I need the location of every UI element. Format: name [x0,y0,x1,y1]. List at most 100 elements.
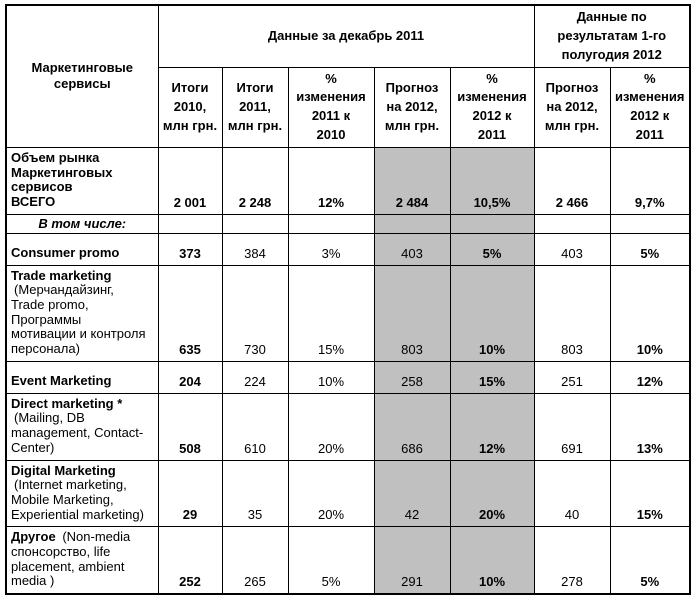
value-cell: 224 [221,360,289,394]
value-cell: 730 [221,264,289,362]
marketing-services-table: Маркетинговые сервисы Данные за декабрь … [5,4,691,595]
col-header-change-2012-2011-h1-text: % изменения 2012 к 2011 [615,70,685,143]
col-header-change-2011-2010: % изменения 2011 к 2010 [287,66,375,148]
value-cell: 42 [373,459,451,528]
value-cell: 204 [157,360,223,394]
row-digital-marketing-desc: (Internet marketing, Mobile Marketing, E… [11,477,144,522]
col-header-results-2011-text: Итоги 2011, млн грн. [227,79,283,133]
services-column-header: Маркетинговые сервисы [5,4,159,148]
empty-cell [449,213,535,234]
row-other-name: Другое [11,529,56,545]
col-header-results-2011: Итоги 2011, млн грн. [221,66,289,148]
row-digital-marketing-name: Digital Marketing [11,462,116,478]
value-cell: 3% [287,232,375,266]
value-cell: 10% [287,360,375,394]
row-consumer-promo-name: Consumer promo [11,244,120,260]
row-direct-marketing: Direct marketing * (Mailing, DB manageme… [5,392,691,461]
col-header-change-2012-2011-dec-text: % изменения 2012 к 2011 [457,70,527,143]
col-header-forecast-2012-h1: Прогноз на 2012, млн грн. [533,66,611,148]
row-direct-marketing-name: Direct marketing * [11,395,123,411]
row-label: Trade marketing (Мерчандайзинг, Trade pr… [5,264,159,362]
value-cell: 384 [221,232,289,266]
value-cell: 12% [609,360,691,394]
value-cell: 20% [287,392,375,461]
value-cell: 635 [157,264,223,362]
value-cell: 10% [609,264,691,362]
value-cell: 40 [533,459,611,528]
empty-cell [609,213,691,234]
value-cell: 2 484 [373,146,451,215]
value-cell: 10% [449,526,535,595]
row-trade-marketing-desc: (Мерчандайзинг, Trade promo, Программы м… [11,282,146,357]
row-total: Объем рынка Маркетинговых сервисов ВСЕГО… [5,146,691,215]
value-cell: 20% [449,459,535,528]
col-header-results-2010-text: Итоги 2010, млн грн. [162,79,218,133]
header-columns-row: Итоги 2010, млн грн. Итоги 2011, млн грн… [6,66,691,148]
row-label: Digital Marketing (Internet marketing, M… [5,459,159,528]
group-header-dec-2011: Данные за декабрь 2011 [157,4,535,68]
row-trade-marketing-name: Trade marketing [11,267,112,283]
header-group-row: Маркетинговые сервисы Данные за декабрь … [5,4,691,148]
row-label: Другое (Non-media спонсорство, life plac… [5,526,159,595]
value-cell: 803 [373,264,451,362]
value-cell: 403 [533,232,611,266]
col-header-change-2012-2011-dec: % изменения 2012 к 2011 [449,66,535,148]
value-cell: 2 466 [533,146,611,215]
value-cell: 251 [533,360,611,394]
value-cell: 15% [287,264,375,362]
value-cell: 15% [449,360,535,394]
empty-cell [157,213,223,234]
row-digital-marketing: Digital Marketing (Internet marketing, M… [5,459,691,528]
row-trade-marketing: Trade marketing (Мерчандайзинг, Trade pr… [5,264,691,362]
col-header-results-2010: Итоги 2010, млн грн. [157,66,223,148]
value-cell: 258 [373,360,451,394]
row-direct-marketing-desc: (Mailing, DB management, Contact-Center) [11,410,144,455]
row-label: Event Marketing [5,360,159,394]
value-cell: 13% [609,392,691,461]
value-cell: 291 [373,526,451,595]
value-cell: 12% [287,146,375,215]
value-cell: 803 [533,264,611,362]
empty-cell [533,213,611,234]
value-cell: 9,7% [609,146,691,215]
value-cell: 686 [373,392,451,461]
row-label: Direct marketing * (Mailing, DB manageme… [5,392,159,461]
value-cell: 10,5% [449,146,535,215]
value-cell: 5% [609,526,691,595]
value-cell: 403 [373,232,451,266]
value-cell: 12% [449,392,535,461]
value-cell: 610 [221,392,289,461]
row-label: Объем рынка Маркетинговых сервисов ВСЕГО [5,146,159,215]
col-header-forecast-2012-dec: Прогноз на 2012, млн грн. [373,66,451,148]
value-cell: 29 [157,459,223,528]
row-label: Consumer promo [5,232,159,266]
value-cell: 278 [533,526,611,595]
value-cell: 20% [287,459,375,528]
group-header-h1-2012: Данные по результатам 1-го полугодия 201… [533,4,691,68]
row-consumer-promo: Consumer promo 373 384 3% 403 5% 403 5% [5,232,691,266]
group-header-h1-2012-text: Данные по результатам 1-го полугодия 201… [557,9,667,62]
col-header-forecast-2012-dec-text: Прогноз на 2012, млн грн. [384,79,440,133]
value-cell: 15% [609,459,691,528]
value-cell: 10% [449,264,535,362]
value-cell: 265 [221,526,289,595]
row-subtotal-label: В том числе: [5,213,691,234]
row-event-marketing-name: Event Marketing [11,373,112,389]
value-cell: 2 001 [157,146,223,215]
value-cell: 35 [221,459,289,528]
row-event-marketing: Event Marketing 204 224 10% 258 15% 251 … [5,360,691,394]
value-cell: 5% [609,232,691,266]
empty-cell [221,213,289,234]
value-cell: 373 [157,232,223,266]
value-cell: 252 [157,526,223,595]
subtotal-label: В том числе: [5,213,159,234]
empty-cell [287,213,375,234]
col-header-change-2012-2011-h1: % изменения 2012 к 2011 [609,66,691,148]
row-other: Другое (Non-media спонсорство, life plac… [5,526,691,595]
col-header-forecast-2012-h1-text: Прогноз на 2012, млн грн. [544,79,600,133]
value-cell: 2 248 [221,146,289,215]
row-total-name: Объем рынка Маркетинговых сервисов ВСЕГО [11,149,113,209]
value-cell: 691 [533,392,611,461]
empty-cell [373,213,451,234]
col-header-change-2011-2010-text: % изменения 2011 к 2010 [296,70,366,143]
